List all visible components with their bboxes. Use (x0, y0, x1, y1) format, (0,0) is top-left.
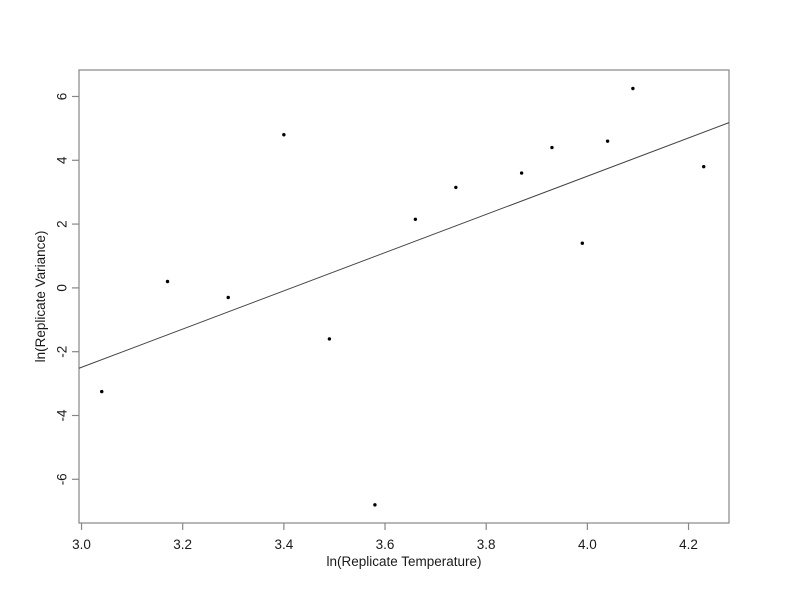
data-point (550, 145, 554, 150)
y-tick-label: -6 (55, 473, 70, 485)
y-tick-label: -2 (55, 346, 70, 358)
data-point (282, 133, 286, 137)
data-point (454, 185, 458, 190)
chart-layer: 3.0 3.2 3.4 3.6 3.8 4.0 4.2 -6 -4 -2 0 2 4 6 (55, 69, 730, 552)
x-tick-label: 3.2 (173, 537, 192, 552)
y-tick-label: -4 (55, 409, 70, 421)
x-tick-label: 3.8 (477, 537, 496, 552)
data-point (327, 337, 332, 341)
data-point (226, 295, 230, 300)
data-point (413, 217, 418, 221)
x-tick-label: 4.2 (679, 537, 698, 552)
x-tick-label: 4.0 (578, 537, 597, 552)
data-point (605, 139, 610, 143)
data-point (100, 389, 104, 394)
data-point (702, 164, 706, 169)
data-point (373, 503, 377, 507)
x-axis-title: ln(Replicate Temperature) (326, 554, 481, 569)
y-tick-label: 4 (55, 156, 70, 164)
y-tick-label: 2 (55, 220, 70, 228)
y-tick-label: 6 (55, 93, 70, 101)
x-tick-label: 3.4 (274, 537, 293, 552)
regression-line (78, 122, 730, 369)
data-point (165, 279, 170, 284)
data-point (519, 171, 524, 175)
x-tick-label: 3.6 (376, 537, 395, 552)
x-tick-label: 3.0 (72, 537, 91, 552)
plot-box (78, 69, 730, 524)
data-point (631, 86, 635, 91)
y-axis-title: ln(Replicate Variance) (33, 231, 48, 363)
data-point (580, 241, 585, 245)
y-tick-label: 0 (55, 284, 70, 292)
